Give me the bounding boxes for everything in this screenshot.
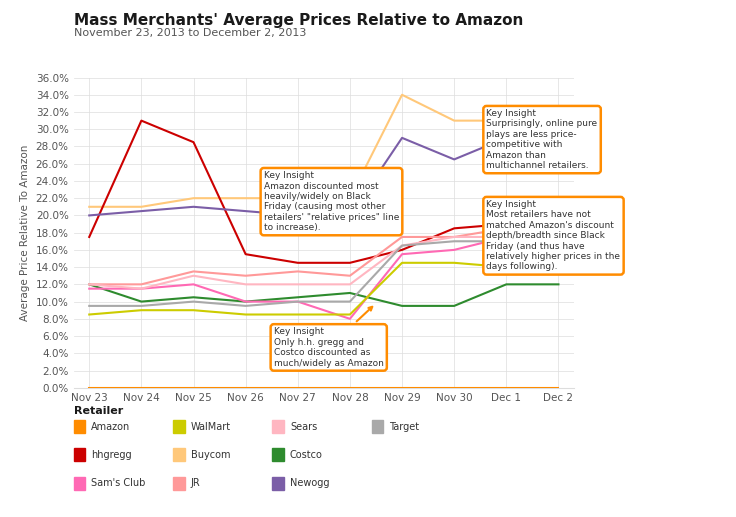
Text: Sears: Sears — [290, 421, 317, 432]
Text: Retailer: Retailer — [74, 406, 123, 416]
Text: Buycom: Buycom — [191, 450, 230, 460]
Text: Sam's Club: Sam's Club — [91, 478, 146, 489]
Text: WalMart: WalMart — [191, 421, 231, 432]
Text: JR: JR — [191, 478, 200, 489]
Text: Costco: Costco — [290, 450, 323, 460]
Text: Mass Merchants' Average Prices Relative to Amazon: Mass Merchants' Average Prices Relative … — [74, 13, 523, 28]
Text: hhgregg: hhgregg — [91, 450, 132, 460]
Text: Amazon: Amazon — [91, 421, 130, 432]
Y-axis label: Average Price Relative To Amazon: Average Price Relative To Amazon — [20, 144, 30, 321]
Text: Key Insight
Amazon discounted most
heavily/widely on Black
Friday (causing most : Key Insight Amazon discounted most heavi… — [263, 171, 399, 232]
Text: Key Insight
Most retailers have not
matched Amazon's discount
depth/breadth sinc: Key Insight Most retailers have not matc… — [486, 200, 620, 271]
Text: Newogg: Newogg — [290, 478, 330, 489]
Text: November 23, 2013 to December 2, 2013: November 23, 2013 to December 2, 2013 — [74, 28, 306, 38]
Text: Target: Target — [389, 421, 420, 432]
Text: Key Insight
Only h.h. gregg and
Costco discounted as
much/widely as Amazon: Key Insight Only h.h. gregg and Costco d… — [274, 307, 383, 368]
Text: Key Insight
Surprisingly, online pure
plays are less price-
competitive with
Ama: Key Insight Surprisingly, online pure pl… — [486, 109, 598, 170]
